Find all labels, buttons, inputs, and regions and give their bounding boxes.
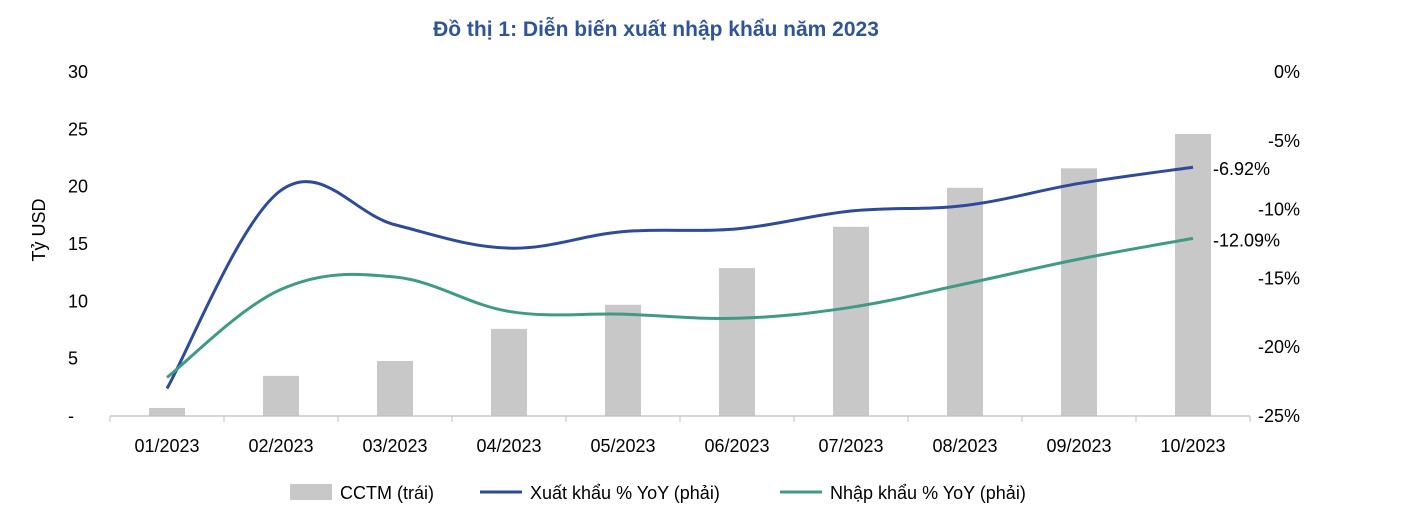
x-tick-label: 10/2023	[1160, 436, 1225, 456]
legend-label-export: Xuất khẩu % YoY (phải)	[530, 483, 720, 503]
x-tick-label: 03/2023	[362, 436, 427, 456]
bar-10/2023	[1175, 133, 1211, 417]
bar-01/2023	[149, 407, 185, 416]
right-y-tick-label: 0%	[1274, 62, 1300, 82]
import-yoy-line	[166, 236, 1194, 379]
axes: 01/2023 02/2023 03/2023 04/2023 05/2023 06/20…	[29, 62, 1300, 456]
left-y-tick-label: -	[68, 406, 74, 426]
bar-03/2023	[377, 360, 413, 416]
export-yoy-line	[165, 165, 1194, 390]
x-tick-label: 01/2023	[134, 436, 199, 456]
import-end-label: -12.09%	[1213, 230, 1280, 250]
bar-05/2023	[605, 304, 641, 416]
line-series: -6.92% -12.09%	[165, 159, 1280, 390]
left-y-tick-label: 15	[68, 234, 88, 254]
legend-label-import: Nhập khẩu % YoY (phải)	[830, 483, 1026, 503]
x-tick-label: 06/2023	[704, 436, 769, 456]
x-tick-label: 07/2023	[818, 436, 883, 456]
bar-04/2023	[491, 328, 527, 416]
left-y-tick-label: 20	[68, 177, 88, 197]
left-y-tick-label: 10	[68, 291, 88, 311]
left-y-tick-label: 5	[68, 349, 78, 369]
bar-series	[149, 133, 1211, 417]
right-y-tick-label: -10%	[1258, 200, 1300, 220]
legend: CCTM (trái) Xuất khẩu % YoY (phải) Nhập kh…	[290, 483, 1026, 503]
legend-label-cctm: CCTM (trái)	[340, 483, 434, 503]
bar-08/2023	[947, 187, 983, 416]
bar-02/2023	[263, 375, 299, 416]
left-y-tick-label: 30	[68, 62, 88, 82]
right-y-tick-label: -20%	[1258, 337, 1300, 357]
right-y-tick-label: -5%	[1268, 131, 1300, 151]
legend-swatch-cctm	[290, 484, 332, 500]
chart-title: Đồ thị 1: Diễn biến xuất nhập khẩu năm 2…	[433, 18, 879, 41]
left-y-tick-label: 25	[68, 119, 88, 139]
x-tick-label: 09/2023	[1046, 436, 1111, 456]
x-tick-label: 05/2023	[590, 436, 655, 456]
bar-07/2023	[833, 226, 869, 416]
right-y-tick-label: -25%	[1258, 406, 1300, 426]
x-tick-label: 04/2023	[476, 436, 541, 456]
bar-06/2023	[719, 268, 755, 416]
right-y-tick-label: -15%	[1258, 268, 1300, 288]
x-tick-label: 02/2023	[248, 436, 313, 456]
x-tick-label: 08/2023	[932, 436, 997, 456]
export-end-label: -6.92%	[1213, 159, 1270, 179]
bar-09/2023	[1061, 168, 1097, 416]
left-y-axis-title: Tỷ USD	[29, 198, 49, 261]
